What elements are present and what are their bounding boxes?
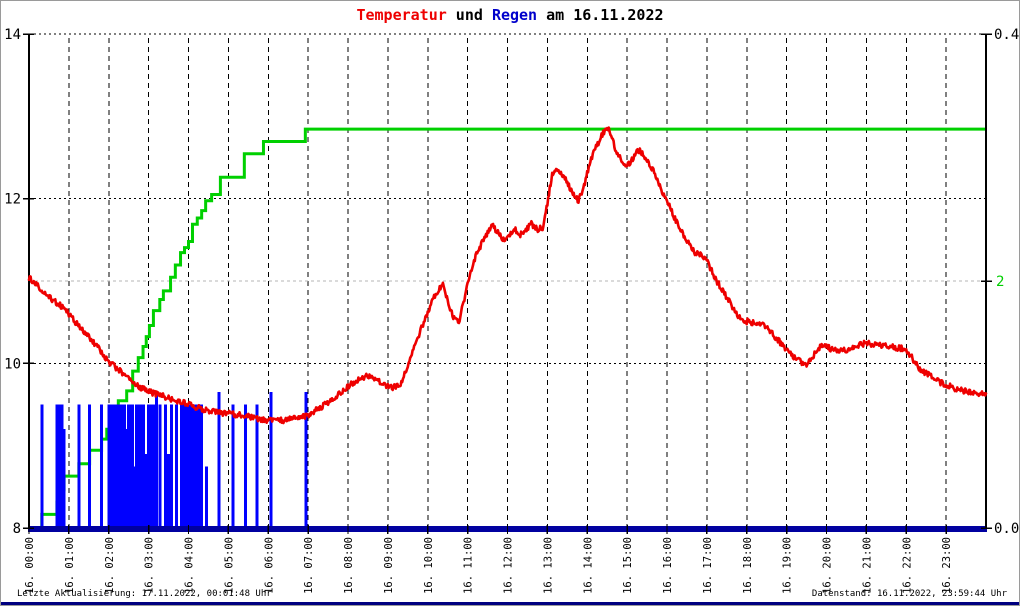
rain-bar xyxy=(190,404,194,528)
rain-bar xyxy=(149,404,153,528)
rain-bar xyxy=(169,404,173,528)
axis-label-time: 16. 19:00 xyxy=(782,537,794,594)
axis-label-time: 16. 15:00 xyxy=(622,537,634,594)
axis-label-time: 16. 01:00 xyxy=(64,537,76,594)
rain-bar xyxy=(77,404,81,528)
rain-bar xyxy=(135,404,139,528)
axis-label-time: 16. 07:00 xyxy=(303,537,315,594)
axis-label-temperature: 12 xyxy=(4,192,21,208)
rain-bar xyxy=(231,404,235,528)
rain-bar xyxy=(204,466,208,528)
rain-bar xyxy=(182,404,186,528)
rain-bar xyxy=(55,404,59,528)
title-temperature: Temperatur xyxy=(356,6,447,24)
axis-label-time: 16. 23:00 xyxy=(941,537,953,594)
rain-bar xyxy=(147,404,151,528)
rain-bar xyxy=(117,404,121,528)
axis-label-time: 16. 06:00 xyxy=(263,537,275,594)
axis-label-time: 16. 02:00 xyxy=(104,537,116,594)
axis-label-time: 16. 04:00 xyxy=(184,537,196,594)
rain-bar xyxy=(121,404,125,528)
axis-label-rain-cumulative: 2 xyxy=(996,274,1004,290)
axis-label-time: 16. 11:00 xyxy=(463,537,475,594)
rain-bar xyxy=(185,404,189,528)
axis-label-time: 16. 10:00 xyxy=(423,537,435,594)
rain-bar xyxy=(152,404,156,528)
rain-bar xyxy=(60,404,64,528)
temperature-line xyxy=(27,126,988,425)
axis-label-time: 16. 22:00 xyxy=(901,537,913,594)
rain-bar xyxy=(155,392,159,528)
rain-bar xyxy=(141,404,145,528)
last-update-text: Letzte Aktualisierung: 17.11.2022, 00:01… xyxy=(17,589,272,599)
axis-label-temperature: 8 xyxy=(13,521,21,537)
rain-bar xyxy=(129,404,133,528)
rain-bar xyxy=(119,404,123,528)
data-timestamp-text: Datenstand: 16.11.2022, 23:59:44 Uhr xyxy=(811,589,1007,599)
axis-label-time: 16. 17:00 xyxy=(702,537,714,594)
axis-label-time: 16. 14:00 xyxy=(582,537,594,594)
rain-bar xyxy=(139,404,143,528)
rain-bar xyxy=(304,392,308,528)
rain-bar xyxy=(175,404,179,528)
axis-label-time: 16. 00:00 xyxy=(24,537,36,594)
rain-bar xyxy=(88,404,92,528)
title-regen: Regen xyxy=(491,6,538,24)
title-und: und xyxy=(446,6,492,24)
axis-label-time: 16. 21:00 xyxy=(861,537,873,594)
rain-bar xyxy=(194,404,198,528)
rain-bar xyxy=(179,404,183,528)
axis-label-temperature: 10 xyxy=(4,356,21,372)
rain-bar xyxy=(131,404,135,528)
rain-bar xyxy=(62,429,66,528)
axis-label-time: 16. 12:00 xyxy=(503,537,515,594)
rain-bar xyxy=(125,429,129,528)
rain-bar xyxy=(158,404,162,528)
axis-label-time: 16. 13:00 xyxy=(542,537,554,594)
axis-label-time: 16. 08:00 xyxy=(343,537,355,594)
axis-label-rain-rate: 0.0 xyxy=(994,521,1019,537)
axis-label-temperature: 14 xyxy=(4,27,21,43)
axis-label-time: 16. 18:00 xyxy=(742,537,754,594)
rain-bar xyxy=(196,404,200,528)
rain-bar xyxy=(133,466,137,528)
axis-label-time: 16. 03:00 xyxy=(144,537,156,594)
rain-bar xyxy=(110,404,114,528)
rain-bar xyxy=(137,404,141,528)
rain-bar xyxy=(123,404,127,528)
rain-bar xyxy=(163,404,167,528)
rain-bar xyxy=(255,404,259,528)
bottom-edge-strip xyxy=(1,602,1019,605)
title-date: am 16.11.2022 xyxy=(537,6,664,24)
axis-label-time: 16. 16:00 xyxy=(662,537,674,594)
rain-bar xyxy=(127,404,131,528)
rain-bar xyxy=(167,453,171,528)
axis-label-rain-rate: 0.4 xyxy=(994,27,1019,43)
rain-bar xyxy=(57,404,61,528)
rain-bar xyxy=(112,404,116,528)
rain-bar xyxy=(115,404,119,528)
rain-bar xyxy=(199,404,203,528)
rain-bar xyxy=(144,453,148,528)
rain-bar xyxy=(217,392,221,528)
axis-label-time: 16. 20:00 xyxy=(822,537,834,594)
rain-bar xyxy=(40,404,44,528)
axis-label-time: 16. 05:00 xyxy=(223,537,235,594)
rain-bar xyxy=(187,404,191,528)
axis-label-time: 16. 09:00 xyxy=(383,537,395,594)
rain-bar xyxy=(100,404,104,528)
chart-title: Temperatur und Regen am 16.11.2022 xyxy=(1,6,1019,24)
rain-bar xyxy=(244,404,248,528)
rain-bar xyxy=(107,404,111,528)
rain-bar xyxy=(269,392,273,528)
